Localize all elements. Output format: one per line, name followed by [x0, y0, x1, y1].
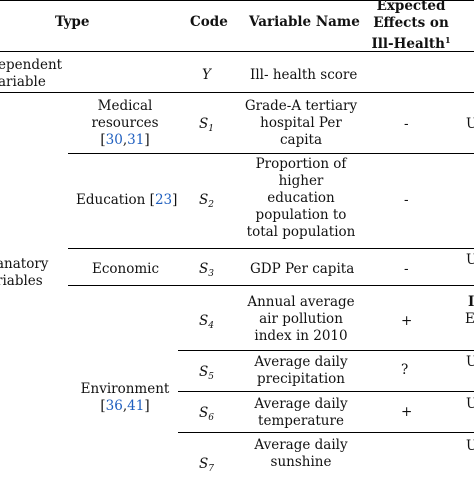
variable-line: Proportion of	[255, 156, 347, 172]
extra-s7: U	[466, 438, 474, 454]
variable-line: education	[267, 190, 335, 206]
extra-s1: U	[466, 116, 474, 132]
type-environment: Environment [36,41]	[70, 381, 180, 415]
group-explanatory-line2: riables	[0, 273, 43, 289]
effect-s6: +	[401, 404, 413, 420]
code-s4: S4	[199, 313, 214, 331]
variable-line: population to	[255, 207, 347, 223]
effect-s1: -	[404, 116, 409, 132]
group-explanatory-line1: anatory	[0, 256, 49, 272]
variable-air-pollution: Annual average air pollution index in 20…	[236, 294, 366, 345]
header-variable-name: Variable Name	[249, 14, 360, 30]
variable-sunshine: Average daily sunshine	[236, 437, 366, 471]
variable-line: capita	[279, 132, 323, 148]
variable-line: Average daily	[254, 354, 348, 370]
ref-link[interactable]: 41	[127, 398, 145, 414]
extra2-s4: E	[465, 311, 474, 327]
rule-after-s6	[178, 432, 474, 433]
variable-line: Grade-A tertiary	[244, 98, 358, 114]
ref-link[interactable]: 36	[105, 398, 123, 414]
variable-line: index in 2010	[254, 328, 348, 344]
rule-after-dependent	[0, 92, 474, 93]
code-s7: S7	[199, 456, 214, 474]
effect-s4: +	[401, 313, 413, 329]
extra-s5: U	[466, 354, 474, 370]
variable-line: Average daily	[254, 396, 348, 412]
header-rule	[0, 51, 474, 52]
header-effects-line3: Ill-Health1	[371, 35, 451, 52]
type-medical-line1: Medical	[97, 98, 153, 114]
variable-line: Average daily	[254, 437, 348, 453]
type-environment-refs: [36,41]	[100, 398, 150, 414]
variable-line: precipitation	[257, 371, 345, 387]
code-s6: S6	[199, 405, 214, 423]
type-economic: Economic	[92, 261, 160, 277]
code-s5: S5	[199, 364, 214, 382]
variable-line: Annual average	[247, 294, 355, 310]
code-s1: S1	[199, 116, 214, 134]
group-dependent-line1: ependent	[0, 57, 63, 73]
code-s2: S2	[199, 192, 214, 210]
header-effects: Expected Effects on Ill-Health1	[356, 0, 466, 53]
header-code: Code	[190, 14, 228, 30]
group-dependent: ependent ariable	[0, 57, 62, 91]
group-dependent-line2: ariable	[0, 74, 46, 90]
rule-after-s3	[68, 285, 474, 286]
type-medical-refs: [30,31]	[100, 132, 150, 148]
variable-line: hospital Per	[260, 115, 342, 131]
variable-ill-health: Ill- health score	[250, 67, 358, 83]
variable-precipitation: Average daily precipitation	[236, 354, 366, 388]
variable-line: temperature	[258, 413, 344, 429]
variable-line: total population	[246, 224, 356, 240]
variable-gdp: GDP Per capita	[250, 261, 355, 277]
header-type: Type	[55, 14, 90, 30]
code-y: Y	[202, 67, 211, 83]
variable-education: Proportion of higher education populatio…	[236, 156, 366, 241]
variable-line: air pollution	[259, 311, 343, 327]
variable-line: sunshine	[270, 454, 332, 470]
variable-hospital: Grade-A tertiary hospital Per capita	[236, 98, 366, 149]
extra-s4: I	[468, 294, 474, 310]
group-explanatory: anatory riables	[0, 256, 48, 290]
ref-link[interactable]: 23	[154, 192, 173, 208]
extra-s6: U	[466, 396, 474, 412]
rule-after-s4	[178, 350, 474, 351]
code-s3: S3	[199, 261, 214, 279]
ref-link[interactable]: 30	[105, 132, 123, 148]
extra-s3: U	[466, 252, 474, 268]
header-effects-line1: Expected	[376, 0, 446, 14]
header-effects-line2: Effects on	[373, 15, 449, 31]
rule-after-s5	[178, 391, 474, 392]
type-medical-line2: resources	[91, 115, 159, 131]
rule-after-s1	[68, 153, 474, 154]
type-medical-resources: Medical resources [30,31]	[70, 98, 180, 149]
effect-s3: -	[404, 261, 409, 277]
table-top-rule	[0, 0, 474, 1]
type-education: Education [23]	[76, 192, 178, 208]
ref-link[interactable]: 31	[127, 132, 145, 148]
variable-line: higher	[278, 173, 324, 189]
rule-after-s2	[68, 248, 474, 249]
effect-s5: ?	[401, 362, 409, 378]
type-environment-label: Environment	[80, 381, 170, 397]
effect-s2: -	[404, 192, 409, 208]
variable-temperature: Average daily temperature	[236, 396, 366, 430]
